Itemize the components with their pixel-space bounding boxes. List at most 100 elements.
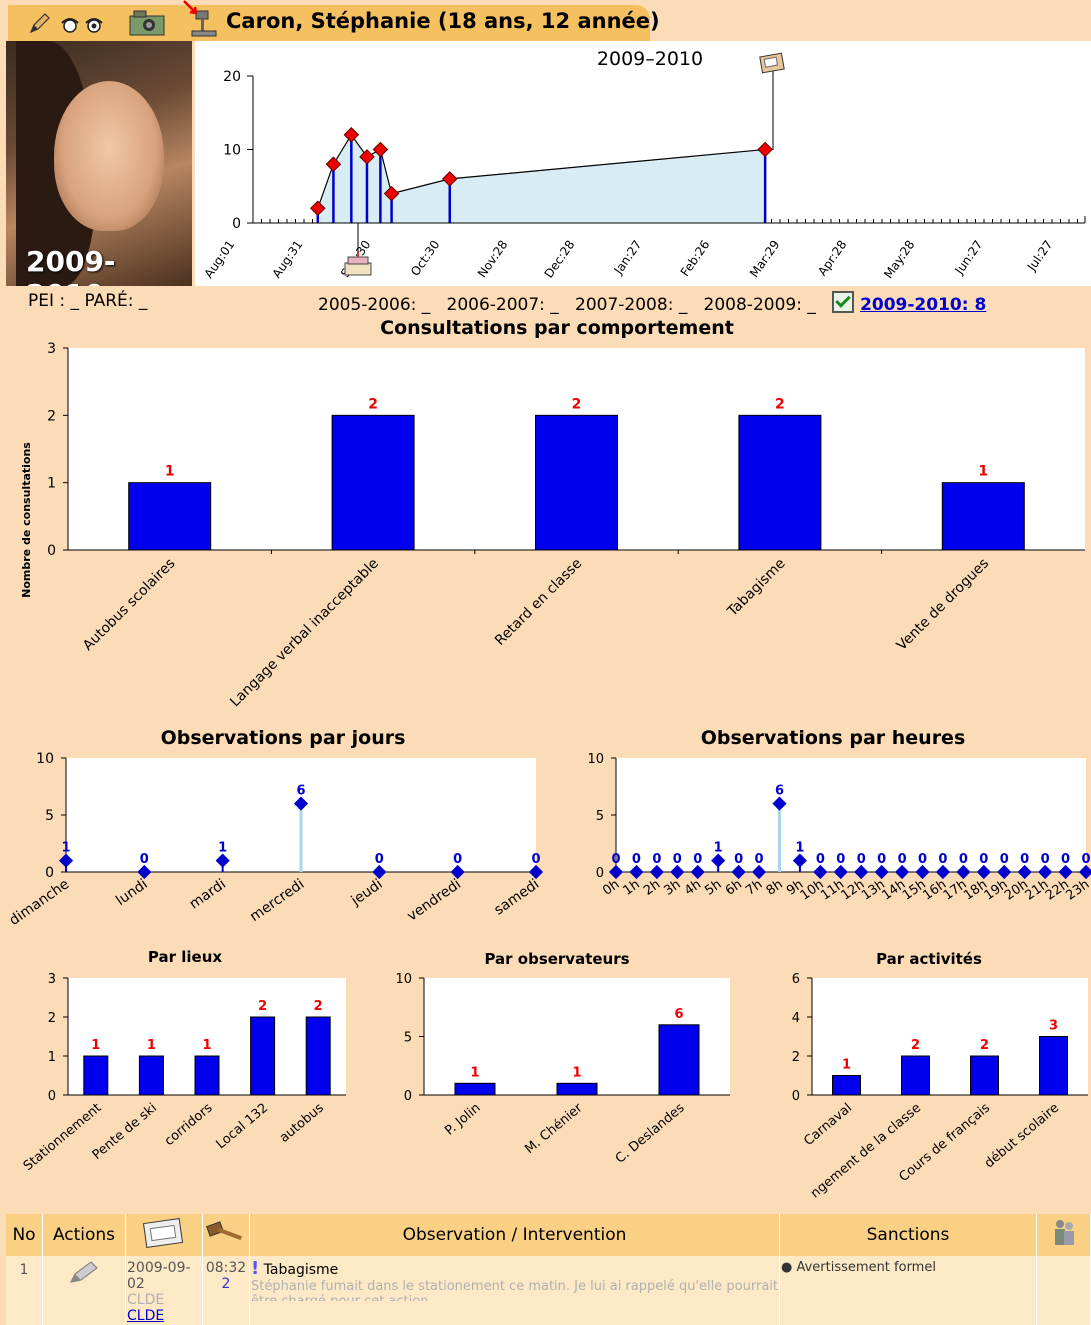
y-tick-label: 0 [48, 1089, 56, 1104]
data-point [874, 864, 889, 880]
table-header-row: No Actions Observation / Intervention Sa… [6, 1214, 1091, 1256]
chart-title-heures: Observations par heures [701, 727, 966, 749]
timeline-point [309, 200, 326, 217]
bar-value-label: 2 [368, 396, 378, 412]
point-value-label: 0 [959, 852, 968, 867]
timeline-point [757, 141, 773, 158]
gavel-icon[interactable] [188, 7, 222, 37]
student-header-tab: Caron, Stéphanie (18 ans, 12 année) [8, 0, 660, 41]
calendar-header-icon [142, 1217, 184, 1248]
row-author-link[interactable]: CLDE [127, 1308, 165, 1324]
glasses-icon[interactable] [58, 11, 106, 35]
data-point [215, 853, 230, 868]
bar-value-label: 1 [572, 1065, 581, 1080]
row-description: Stéphanie fumait dans le stationement ce… [251, 1279, 778, 1301]
row-date: 2009-09-02 [127, 1260, 191, 1292]
point-value-label: 0 [1000, 852, 1009, 867]
x-tick-label: samedi [491, 876, 542, 918]
data-point [895, 864, 910, 880]
year-2007-2008: 2007-2008: _ [575, 295, 688, 315]
bar [454, 1082, 496, 1096]
current-year-link[interactable]: 2009-2010: 8 [860, 295, 987, 315]
point-value-label: 0 [1061, 852, 1070, 867]
x-tick-label: Oct:30 [408, 238, 442, 279]
point-value-label: 0 [1041, 852, 1050, 867]
bar-value-label: 2 [911, 1038, 920, 1053]
bar-value-label: 2 [775, 396, 785, 412]
people-icon [1054, 1219, 1074, 1245]
data-point [772, 796, 787, 811]
chart-title-observateurs: Par observateurs [484, 950, 629, 968]
x-tick-label: 4h [682, 877, 704, 899]
col-sanctions: Sanctions [779, 1214, 1037, 1256]
point-value-label: 1 [795, 841, 804, 856]
data-point [1038, 864, 1053, 880]
table-row: 1 2009-09-02 CLDE CLDE 08:32 2 ! Tabagis… [6, 1256, 1091, 1325]
point-value-label: 0 [734, 852, 743, 867]
camera-icon[interactable] [126, 7, 168, 37]
bar-value-label: 2 [980, 1038, 989, 1053]
data-point [670, 864, 685, 880]
x-tick-label: Aug:01 [201, 238, 237, 281]
x-tick-label: Mar:29 [747, 238, 782, 280]
point-value-label: 0 [531, 852, 540, 867]
data-point [58, 853, 74, 868]
chart-title-jours: Observations par jours [161, 727, 406, 749]
bar [331, 414, 415, 551]
data-point [976, 864, 991, 880]
timeline-point [372, 141, 389, 158]
row-number: 1 [6, 1256, 43, 1325]
x-tick-label: Vente de drogues [894, 556, 992, 654]
bar [556, 1082, 598, 1096]
data-point [1017, 864, 1032, 880]
point-value-label: 0 [857, 852, 866, 867]
chart-title-comportement: Consultations par comportement [380, 317, 734, 339]
bar-value-label: 1 [147, 1038, 156, 1053]
calendar-marker-icon[interactable] [759, 52, 785, 74]
bar [83, 1055, 109, 1096]
point-value-label: 0 [632, 852, 641, 867]
bar [901, 1055, 930, 1096]
bar-value-label: 1 [91, 1038, 100, 1053]
x-tick-label: Jul:27 [1024, 238, 1055, 275]
x-tick-label: 3h [661, 877, 683, 899]
row-sanction: Avertissement formel [796, 1260, 936, 1275]
edit-pencil-icon[interactable] [67, 1260, 101, 1286]
observations-table: No Actions Observation / Intervention Sa… [6, 1214, 1091, 1325]
bar [738, 414, 822, 551]
timeline-point [325, 156, 342, 172]
x-tick-label: 8h [764, 877, 786, 899]
data-point [956, 864, 971, 880]
x-tick-label: jeudi [348, 876, 386, 909]
bar [970, 1055, 999, 1096]
point-value-label: 0 [652, 852, 661, 867]
bar [194, 1055, 220, 1096]
x-tick-label: Local 132 [214, 1101, 272, 1153]
y-tick-label: 10 [395, 972, 412, 987]
x-tick-label: dimanche [7, 876, 73, 929]
point-value-label: 0 [1020, 852, 1029, 867]
bar [250, 1016, 276, 1096]
point-value-label: 1 [61, 841, 70, 856]
x-tick-label: 1h [621, 877, 643, 899]
x-tick-label: Feb:26 [678, 238, 713, 279]
pencil-icon[interactable] [28, 11, 52, 35]
row-behavior: Tabagisme [263, 1262, 339, 1278]
y-tick-label: 20 [223, 69, 241, 85]
data-point [833, 864, 848, 880]
point-value-label: 0 [1081, 852, 1090, 867]
y-tick-label: 2 [792, 1050, 800, 1065]
year-2006-2007: 2006-2007: _ [446, 295, 559, 315]
point-value-label: 0 [877, 852, 886, 867]
x-tick-label: Carnaval [801, 1101, 855, 1150]
checkbox-checked-icon[interactable] [832, 291, 855, 313]
point-value-label: 0 [755, 852, 764, 867]
x-tick-label: Dec:28 [542, 238, 578, 281]
y-tick-label: 0 [404, 1089, 412, 1104]
charts-area: Consultations par comportement Nombre de… [7, 317, 1091, 1201]
x-tick-label: P. Jolin [442, 1101, 483, 1139]
bar-value-label: 1 [978, 464, 988, 480]
y-tick-label: 6 [792, 972, 800, 987]
bar-value-label: 1 [842, 1058, 851, 1073]
x-tick-label: début scolaire [982, 1101, 1062, 1172]
